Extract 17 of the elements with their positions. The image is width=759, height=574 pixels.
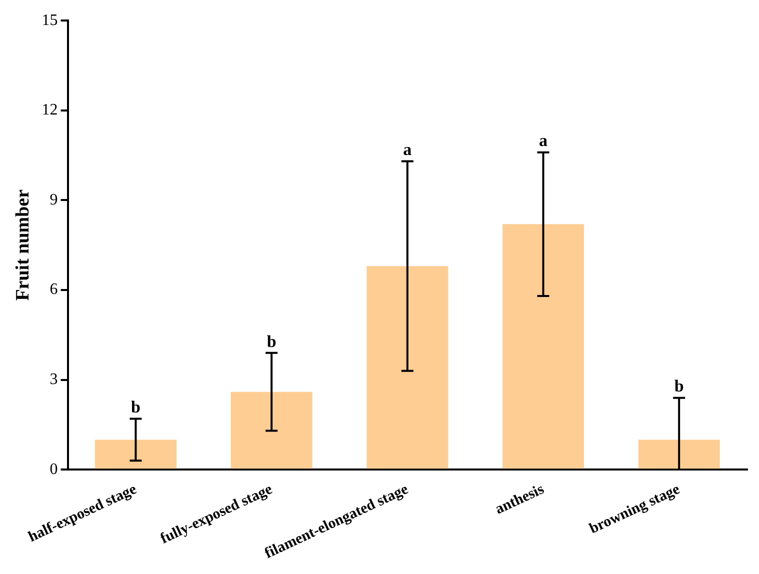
annotation: a xyxy=(403,140,412,160)
y-tick-label: 3 xyxy=(50,371,58,388)
annotation: a xyxy=(538,131,548,150)
bar xyxy=(502,224,584,469)
annotation: b xyxy=(674,376,684,396)
bar xyxy=(638,440,720,469)
y-tick-label: 12 xyxy=(42,102,58,119)
bar xyxy=(94,440,176,469)
bar xyxy=(230,392,312,469)
y-axis-title: Fruit number xyxy=(12,188,34,301)
y-tick-label: 9 xyxy=(50,191,58,208)
annotation: b xyxy=(130,398,140,417)
y-tick-label: 6 xyxy=(50,281,58,298)
bar xyxy=(366,266,448,469)
y-tick-label: 0 xyxy=(50,460,58,478)
y-tick-label: 15 xyxy=(42,12,58,29)
annotation: b xyxy=(266,332,276,351)
